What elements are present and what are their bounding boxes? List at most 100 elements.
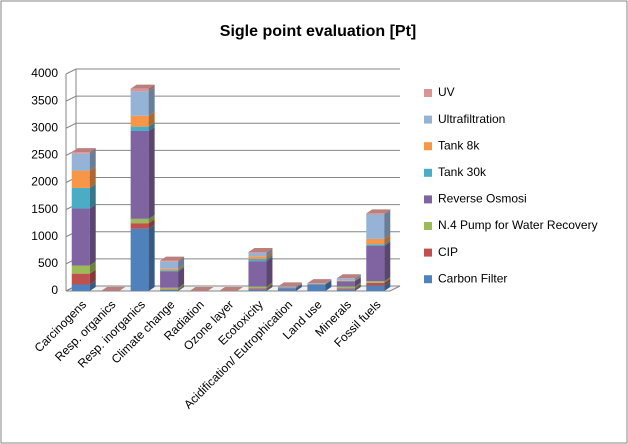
bar-side bbox=[119, 286, 126, 291]
bar-side bbox=[325, 279, 332, 284]
bar-segment bbox=[307, 284, 326, 291]
y-tick-label: 3500 bbox=[31, 93, 58, 107]
legend-swatch bbox=[424, 89, 432, 97]
bar-side bbox=[207, 286, 214, 291]
y-tick-label: 1500 bbox=[31, 202, 58, 216]
bar-side bbox=[89, 269, 96, 285]
bar-side bbox=[384, 209, 391, 215]
legend-label: Ultrafiltration bbox=[438, 112, 505, 126]
bar-side bbox=[89, 261, 96, 274]
grid-line bbox=[65, 122, 400, 129]
bar-segment bbox=[366, 281, 385, 283]
legend-swatch bbox=[424, 142, 432, 151]
bar-side bbox=[178, 283, 185, 290]
bar-segment bbox=[248, 288, 267, 290]
bar-side bbox=[295, 284, 302, 289]
bar-segment bbox=[248, 258, 267, 262]
bar-side bbox=[89, 148, 96, 154]
bar-side bbox=[354, 285, 361, 291]
bar-side bbox=[266, 249, 273, 257]
bar-side bbox=[295, 283, 302, 289]
bar-side bbox=[148, 214, 155, 224]
bar-segment bbox=[248, 261, 267, 287]
bar-segment bbox=[366, 245, 385, 282]
bar-segment bbox=[71, 170, 90, 188]
bar-segment bbox=[336, 280, 355, 281]
bar-segment bbox=[130, 223, 149, 229]
bar-side bbox=[325, 279, 332, 284]
bar-side bbox=[178, 285, 185, 291]
y-tick-label: 2500 bbox=[31, 148, 58, 162]
legend-swatch bbox=[424, 222, 432, 230]
bar-side bbox=[178, 267, 185, 288]
bar-side bbox=[178, 257, 185, 269]
bar-side bbox=[178, 285, 185, 290]
bar-side bbox=[266, 282, 273, 289]
bar-top bbox=[336, 274, 361, 279]
y-tick-label: 4000 bbox=[31, 66, 58, 80]
bar-side bbox=[178, 256, 185, 262]
bar-side bbox=[354, 274, 361, 279]
bar-segment bbox=[366, 282, 385, 286]
bar-side bbox=[266, 284, 273, 290]
bar-side bbox=[354, 274, 361, 281]
bar-segment bbox=[160, 261, 179, 269]
bar-side bbox=[148, 87, 155, 116]
bar-segment bbox=[336, 278, 355, 281]
bar-top bbox=[189, 286, 214, 291]
bar-side bbox=[384, 241, 391, 282]
bar-segment bbox=[71, 284, 90, 291]
bar-side bbox=[266, 285, 273, 291]
bar-side bbox=[295, 284, 302, 291]
legend-label: N.4 Pump for Water Recovery bbox=[438, 218, 598, 232]
bar-segment bbox=[160, 287, 179, 290]
bar-segment bbox=[336, 288, 355, 290]
legend-swatch bbox=[424, 248, 432, 257]
bar-side bbox=[237, 286, 243, 291]
bar-side bbox=[89, 166, 96, 188]
bar-segment bbox=[130, 91, 149, 116]
bar-segment bbox=[277, 288, 296, 291]
y-tick-label: 3000 bbox=[31, 120, 58, 134]
bar-top bbox=[219, 286, 243, 291]
bar-segment bbox=[130, 126, 149, 131]
bar-side bbox=[295, 283, 302, 288]
bar-segment bbox=[248, 251, 267, 254]
bar-side bbox=[354, 284, 361, 290]
bar-segment bbox=[160, 289, 179, 290]
legend-label: Tank 30k bbox=[438, 165, 487, 179]
bar-top bbox=[248, 247, 273, 252]
bar-side bbox=[295, 283, 302, 288]
bar-side bbox=[325, 280, 332, 285]
legend-label: Carbon Filter bbox=[438, 271, 507, 285]
bar-segment bbox=[336, 286, 355, 289]
bar-segment bbox=[248, 256, 267, 259]
bar-side bbox=[384, 278, 391, 286]
bar-segment bbox=[366, 285, 385, 291]
bar-segment bbox=[248, 289, 267, 291]
y-tick-label: 1000 bbox=[31, 229, 58, 243]
bar-segment bbox=[130, 218, 149, 224]
bar-segment bbox=[130, 130, 149, 219]
bar-segment bbox=[160, 268, 179, 271]
bar-side bbox=[266, 252, 273, 259]
bar-segment bbox=[71, 273, 90, 285]
bar-side bbox=[148, 84, 155, 92]
chart-title: Sigle point evaluation [Pt] bbox=[220, 23, 416, 40]
bar-side bbox=[354, 276, 361, 282]
bar-side bbox=[325, 279, 332, 284]
legend-label: Reverse Osmosi bbox=[438, 192, 527, 206]
bar-segment bbox=[336, 280, 355, 282]
bar-segment bbox=[160, 260, 179, 262]
bar-top bbox=[71, 148, 96, 153]
bar-side bbox=[384, 234, 391, 245]
legend-swatch bbox=[424, 168, 432, 177]
y-tick-label: 500 bbox=[38, 256, 58, 270]
bar-side bbox=[266, 257, 273, 287]
grid-line bbox=[65, 95, 400, 102]
bar-side bbox=[384, 281, 391, 291]
bar-side bbox=[178, 264, 185, 271]
bar-segment bbox=[160, 271, 179, 288]
bar-segment bbox=[130, 88, 149, 92]
